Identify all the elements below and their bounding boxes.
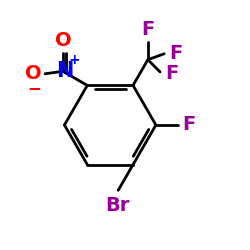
Text: +: +	[69, 53, 80, 67]
Text: F: F	[141, 20, 154, 40]
Text: N: N	[56, 61, 74, 81]
Text: Br: Br	[105, 196, 129, 215]
Text: O: O	[24, 64, 41, 83]
Text: O: O	[55, 31, 72, 50]
Text: F: F	[165, 64, 178, 84]
Text: F: F	[170, 44, 183, 62]
Text: −: −	[27, 79, 41, 97]
Text: F: F	[182, 116, 196, 134]
